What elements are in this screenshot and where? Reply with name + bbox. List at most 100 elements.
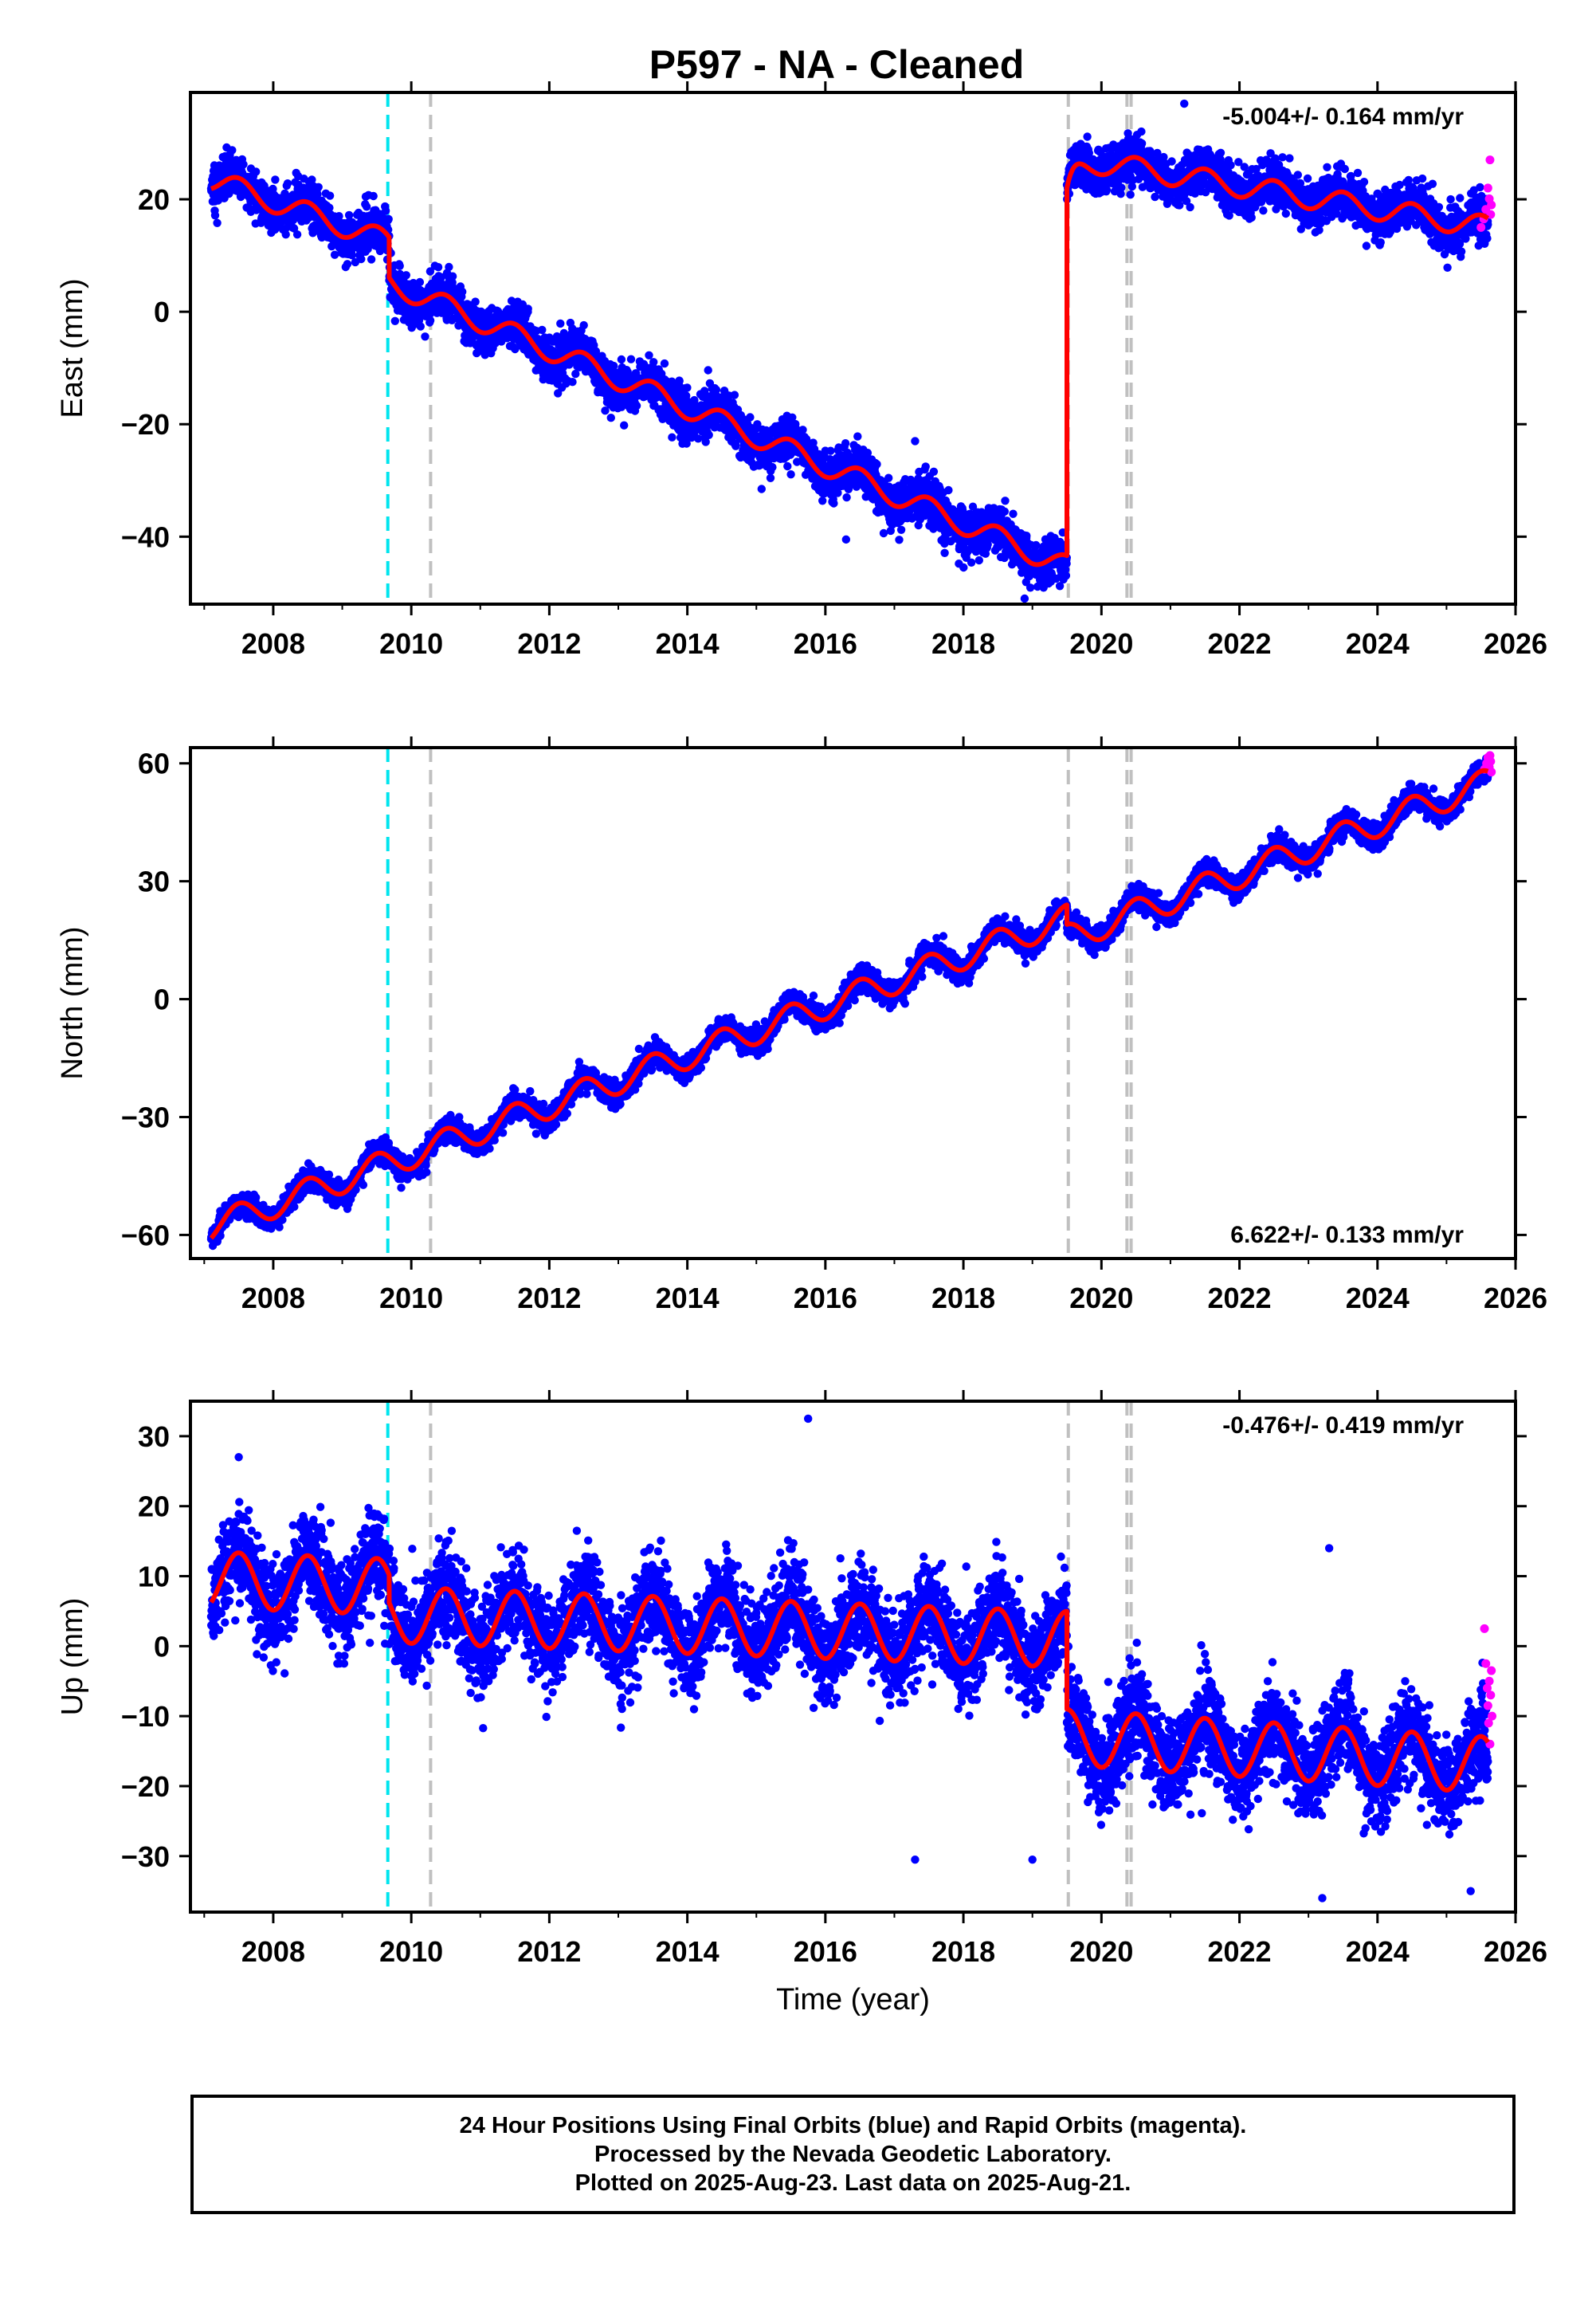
data-point [1020, 594, 1029, 603]
data-point [826, 446, 835, 455]
data-point [281, 230, 290, 239]
data-point [579, 320, 588, 330]
data-point [471, 297, 480, 306]
data-point [704, 430, 713, 439]
data-point [768, 463, 777, 472]
data-point [829, 499, 838, 508]
data-point [974, 556, 984, 565]
data-point [1137, 127, 1146, 136]
data-point [591, 347, 601, 355]
data-point [626, 355, 636, 363]
data-point [704, 366, 712, 375]
data-point [416, 322, 425, 331]
data-point [853, 432, 862, 441]
data-point [556, 319, 565, 328]
data-point [330, 250, 339, 259]
data-point [228, 146, 237, 155]
data-point [381, 206, 390, 215]
data-point [601, 406, 610, 415]
data-point [415, 277, 425, 287]
data-point [571, 369, 580, 379]
data-point [730, 391, 739, 399]
data-point [313, 190, 322, 198]
data-point [524, 304, 532, 313]
data-point [538, 325, 547, 335]
data-point [367, 255, 376, 264]
data-point [395, 261, 404, 270]
data-point [445, 262, 453, 272]
data-point [649, 358, 658, 367]
data-point [617, 355, 626, 364]
data-point [921, 462, 930, 471]
data-point [292, 230, 302, 239]
data-point [660, 359, 669, 368]
data-point [632, 401, 641, 410]
data-point [402, 271, 410, 280]
data-point [983, 540, 992, 549]
final-orbit-points [206, 99, 1492, 603]
data-point [944, 485, 953, 495]
data-point [757, 485, 766, 493]
data-point [1083, 132, 1092, 141]
data-point [896, 525, 906, 534]
data-point [425, 267, 435, 276]
data-point [335, 212, 343, 221]
data-point [568, 378, 577, 387]
data-point [325, 203, 334, 212]
data-point [344, 210, 354, 220]
data-point [1032, 540, 1041, 550]
data-point [668, 433, 676, 442]
data-point [1001, 497, 1010, 505]
chart-panel-east: 2008 2010 2012 2014 2016 2018 2020 2022 2024 2026… [56, 81, 1547, 660]
data-point [786, 470, 795, 479]
data-point [818, 497, 827, 505]
data-point [873, 460, 881, 469]
data-point [369, 191, 378, 201]
data-point [421, 332, 429, 341]
data-point [271, 175, 280, 184]
data-point [606, 414, 615, 422]
data-point [731, 442, 740, 450]
data-point [798, 426, 807, 434]
data-point [433, 263, 443, 272]
data-point [437, 273, 445, 281]
data-point [425, 316, 435, 325]
data-point [940, 548, 949, 557]
data-point [343, 260, 352, 269]
data-point [617, 403, 626, 411]
data-point [252, 167, 261, 176]
data-point [1000, 507, 1010, 516]
data-point [1022, 532, 1031, 540]
data-point [210, 211, 220, 220]
data-point [884, 473, 893, 482]
data-point [325, 191, 335, 200]
data-point [1186, 202, 1194, 212]
data-point [308, 229, 317, 238]
data-point [1009, 509, 1018, 518]
data-point [511, 344, 520, 354]
data-point [1117, 183, 1126, 192]
event-lines [386, 92, 1133, 604]
data-point [213, 218, 222, 227]
data-point [363, 245, 372, 253]
data-point [1137, 139, 1147, 148]
data-point [620, 421, 629, 430]
data-point [746, 413, 755, 422]
data-point [239, 160, 248, 169]
data-point [384, 214, 393, 224]
data-point [1025, 583, 1035, 592]
data-point [308, 175, 316, 184]
data-point [842, 493, 851, 502]
data-point [610, 361, 618, 371]
data-point [357, 254, 366, 264]
data-point [783, 461, 792, 471]
figure-title: P597 - NA - Cleaned [649, 42, 1025, 87]
data-point [1175, 201, 1184, 210]
data-point [283, 179, 292, 188]
data-point [458, 287, 467, 296]
data-point [347, 251, 356, 260]
data-point [683, 383, 692, 392]
data-point [645, 351, 653, 359]
data-point [289, 224, 299, 233]
